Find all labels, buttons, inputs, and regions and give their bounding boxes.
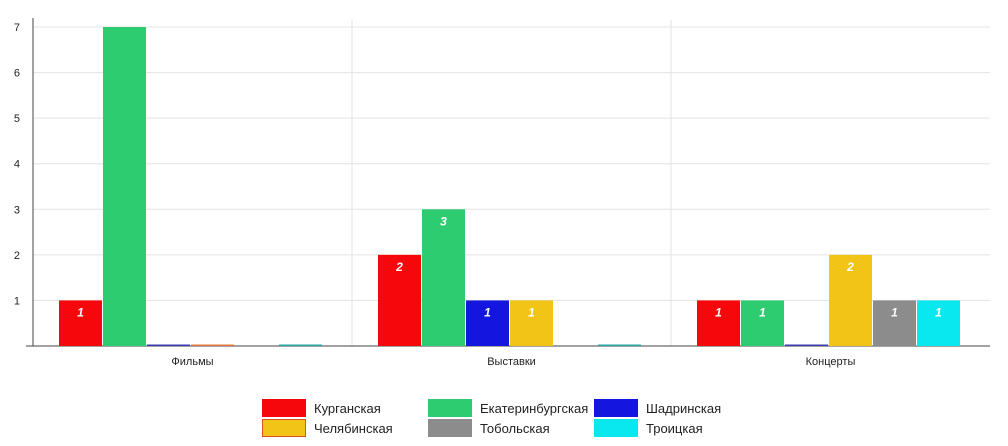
bar (59, 300, 102, 346)
y-tick-label: 6 (14, 68, 20, 80)
legend-swatch (428, 419, 472, 437)
legend-item-chelyabinskaya[interactable]: Челябинская (262, 418, 393, 438)
x-tick-label: Выставки (487, 356, 536, 368)
bar-zero (598, 344, 641, 346)
bar-zero (191, 344, 234, 346)
legend-item-tobolskaya[interactable]: Тобольская (428, 418, 550, 438)
legend-label: Екатеринбургская (480, 400, 589, 416)
bar-zero (279, 344, 322, 346)
bar-value-label: 1 (891, 305, 898, 319)
bar (466, 300, 509, 346)
bar (510, 300, 553, 346)
bar-value-label: 3 (440, 214, 447, 228)
y-tick-label: 4 (14, 159, 20, 171)
legend-label: Тобольская (480, 420, 550, 436)
bar (697, 300, 740, 346)
legend-label: Шадринская (646, 400, 722, 416)
bar (873, 300, 916, 346)
y-tick-label: 2 (14, 250, 20, 262)
legend-label: Курганская (314, 400, 381, 416)
legend-swatch (428, 399, 472, 417)
y-tick-label: 1 (14, 295, 20, 307)
bar (829, 254, 872, 346)
bar (917, 300, 960, 346)
legend-item-shadrinskaya[interactable]: Шадринская (594, 398, 721, 418)
y-tick-label: 3 (14, 204, 20, 216)
legend-swatch (262, 399, 306, 417)
bar-value-label: 1 (528, 305, 535, 319)
bar-value-label: 2 (395, 260, 403, 274)
chart-legend: Курганская Екатеринбургская Шадринская Ч… (262, 396, 742, 440)
y-tick-label: 7 (14, 22, 20, 34)
legend-swatch (594, 419, 638, 437)
bar (103, 27, 146, 346)
legend-item-kurganskaya[interactable]: Курганская (262, 398, 381, 418)
bar-zero (147, 344, 190, 346)
bar-zero (785, 344, 828, 346)
bar-value-label: 1 (759, 305, 766, 319)
x-tick-label: Концерты (806, 356, 856, 368)
x-tick-label: Фильмы (171, 356, 213, 368)
legend-swatch (262, 419, 306, 437)
bar-value-label: 1 (77, 305, 84, 319)
bar-chart: 1 2 3 4 5 6 7 1 Фильмы 2 3 1 1 Выставки 1 1 2 1 1 Концерты (14, 18, 990, 368)
legend-item-troitskaya[interactable]: Троицкая (594, 418, 703, 438)
bar-value-label: 1 (715, 305, 722, 319)
bar (378, 254, 421, 346)
bar (741, 300, 784, 346)
legend-label: Челябинская (314, 420, 393, 436)
legend-item-ekaterinburgskaya[interactable]: Екатеринбургская (428, 398, 588, 418)
legend-label: Троицкая (646, 420, 703, 436)
bar-value-label: 2 (846, 260, 854, 274)
bar-value-label: 1 (484, 305, 491, 319)
bar (422, 209, 465, 346)
y-tick-label: 5 (14, 113, 20, 125)
bar-value-label: 1 (935, 305, 942, 319)
legend-swatch (594, 399, 638, 417)
